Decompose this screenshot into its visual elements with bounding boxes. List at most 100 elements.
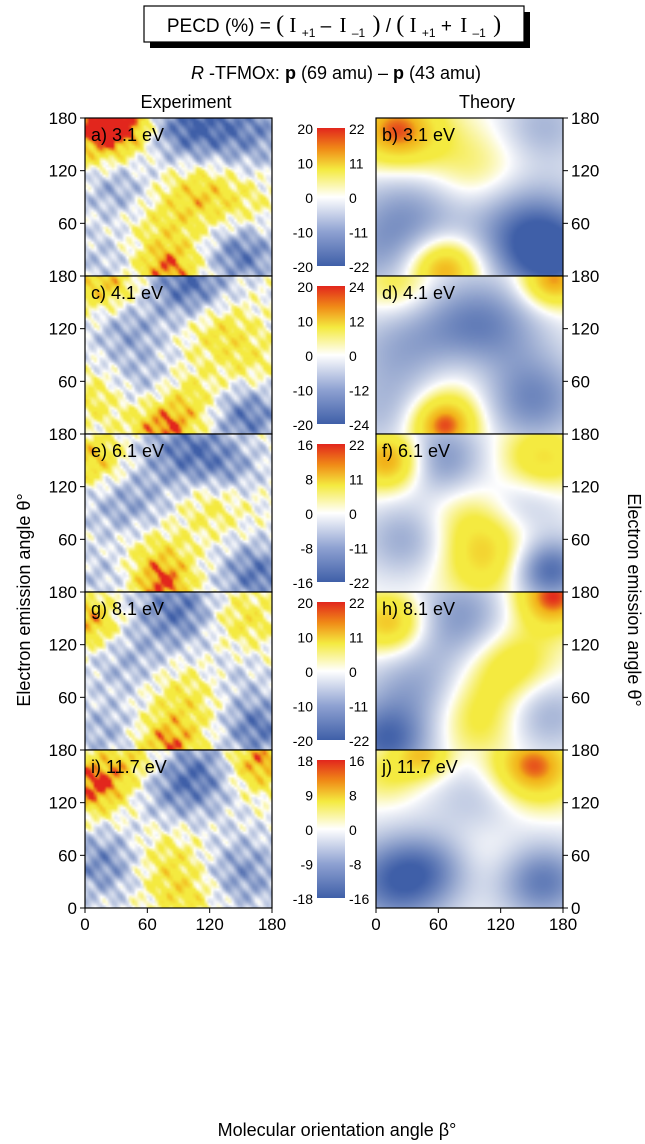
y-tick-label-right: 180	[571, 425, 599, 444]
colorbar-tick-label: -22	[349, 259, 369, 275]
colorbar-tick-label: -10	[293, 699, 313, 715]
panel-label: b) 3.1 eV	[382, 125, 455, 145]
y-tick-label-left: 120	[49, 478, 77, 497]
y-tick-label-right: 60	[571, 846, 590, 865]
colorbar-tick-label: 12	[349, 314, 365, 330]
colorbar-tick-label: 11	[349, 156, 364, 172]
formula-lhs: PECD (%) =	[167, 16, 276, 37]
y-tick-label-left: 60	[58, 688, 77, 707]
panel-frame	[84, 749, 273, 909]
y-tick-label-right: 60	[571, 688, 590, 707]
y-tick-label-left: 120	[49, 320, 77, 339]
colorbar-tick-label: 0	[305, 822, 313, 838]
y-tick-label-left: 120	[49, 162, 77, 181]
subtitle: R -TFMOx: p (69 amu) – p (43 amu)	[191, 63, 481, 83]
panel-label: h) 8.1 eV	[382, 599, 455, 619]
y-tick-label-right: 60	[571, 530, 590, 549]
y-tick-label-right: 180	[571, 741, 599, 760]
heatmap-panels: a) 3.1 eV b) 3.1 eV 20 10 0 -10 -20 22 11 0 -11 -22…	[49, 109, 600, 934]
y-tick-label-left: 60	[58, 214, 77, 233]
colorbar-tick-label: -8	[349, 857, 362, 873]
y-tick-label-left: 180	[49, 425, 77, 444]
colorbar-tick-label: -22	[349, 575, 369, 591]
panel-frame	[375, 749, 564, 909]
y-tick-label-left: 60	[58, 372, 77, 391]
x-tick-label: 120	[195, 915, 223, 934]
x-tick-label: 60	[138, 915, 157, 934]
heatmap-experiment	[85, 118, 272, 276]
colorbar-experiment	[317, 602, 331, 740]
colorbar-tick-label: -22	[349, 733, 369, 749]
colorbar-theory	[331, 602, 345, 740]
heatmap-theory	[376, 276, 563, 434]
colorbar-tick-label: 0	[349, 664, 357, 680]
colorbar-tick-label: -11	[349, 541, 368, 557]
heatmap-theory	[376, 592, 563, 750]
heatmap-experiment	[85, 750, 272, 908]
colorbar-tick-label: -11	[349, 225, 368, 241]
column-header-theory: Theory	[459, 92, 515, 112]
heatmap-theory	[376, 434, 563, 592]
panel-label: c) 4.1 eV	[91, 283, 163, 303]
colorbar-tick-label: 22	[349, 121, 365, 137]
x-tick-label: 180	[549, 915, 577, 934]
colorbar-experiment	[317, 286, 331, 424]
colorbar-tick-label: 0	[349, 506, 357, 522]
x-tick-label: 120	[486, 915, 514, 934]
panel-label: i) 11.7 eV	[91, 757, 167, 777]
colorbar-tick-label: -10	[293, 383, 313, 399]
colorbar-tick-label: 0	[349, 348, 357, 364]
x-tick-label: 180	[258, 915, 286, 934]
y-tick-label-left: 180	[49, 741, 77, 760]
colorbar-tick-label: 0	[305, 664, 313, 680]
colorbar-tick-label: 16	[349, 753, 365, 769]
colorbar-tick-label: 20	[297, 121, 313, 137]
colorbar-tick-label: 24	[349, 279, 365, 295]
colorbar-tick-label: 8	[349, 788, 357, 804]
colorbar-tick-label: 20	[297, 595, 313, 611]
colorbar-tick-label: 8	[305, 472, 313, 488]
colorbar-tick-label: 10	[297, 314, 313, 330]
colorbar-tick-label: 11	[349, 472, 364, 488]
y-tick-label-left: 60	[58, 530, 77, 549]
panel-label: f) 6.1 eV	[382, 441, 450, 461]
formula-box	[143, 5, 525, 43]
colorbar-theory	[331, 760, 345, 898]
x-tick-label: 0	[371, 915, 380, 934]
panel-label: d) 4.1 eV	[382, 283, 455, 303]
colorbar-tick-label: 0	[305, 190, 313, 206]
y-tick-label-right: 60	[571, 372, 590, 391]
colorbar-tick-label: 0	[305, 348, 313, 364]
y-tick-label-right: 120	[571, 636, 599, 655]
heatmap-experiment	[85, 434, 272, 592]
panel-label: g) 8.1 eV	[91, 599, 164, 619]
colorbar-tick-label: -18	[293, 891, 313, 907]
colorbar-theory	[331, 128, 345, 266]
column-header-experiment: Experiment	[140, 92, 231, 112]
colorbar-tick-label: 20	[297, 279, 313, 295]
y-axis-title-right: Electron emission angle θ°	[624, 493, 644, 706]
y-tick-label-left: 0	[68, 899, 77, 918]
y-tick-label-left: 60	[58, 846, 77, 865]
x-tick-label: 60	[429, 915, 448, 934]
colorbar-tick-label: 22	[349, 595, 365, 611]
x-axis-title: Molecular orientation angle β°	[218, 1120, 457, 1140]
formula: PECD (%) = ( I +1 – I –1 ) / ( I +1 + I …	[167, 12, 501, 42]
colorbar-tick-label: 10	[297, 156, 313, 172]
y-axis-title-left: Electron emission angle θ°	[14, 493, 34, 706]
colorbar-theory	[331, 444, 345, 582]
colorbar-tick-label: -12	[349, 383, 369, 399]
y-tick-label-left: 180	[49, 109, 77, 128]
colorbar-tick-label: 9	[305, 788, 313, 804]
colorbar-tick-label: 16	[297, 437, 313, 453]
y-tick-label-right: 180	[571, 267, 599, 286]
y-tick-label-right: 60	[571, 214, 590, 233]
colorbar-tick-label: 18	[297, 753, 313, 769]
colorbar-tick-label: -8	[301, 541, 314, 557]
colorbar-tick-label: -20	[293, 259, 313, 275]
colorbar-theory	[331, 286, 345, 424]
colorbar-tick-label: -9	[301, 857, 314, 873]
colorbar-tick-label: 0	[349, 822, 357, 838]
colorbar-experiment	[317, 128, 331, 266]
